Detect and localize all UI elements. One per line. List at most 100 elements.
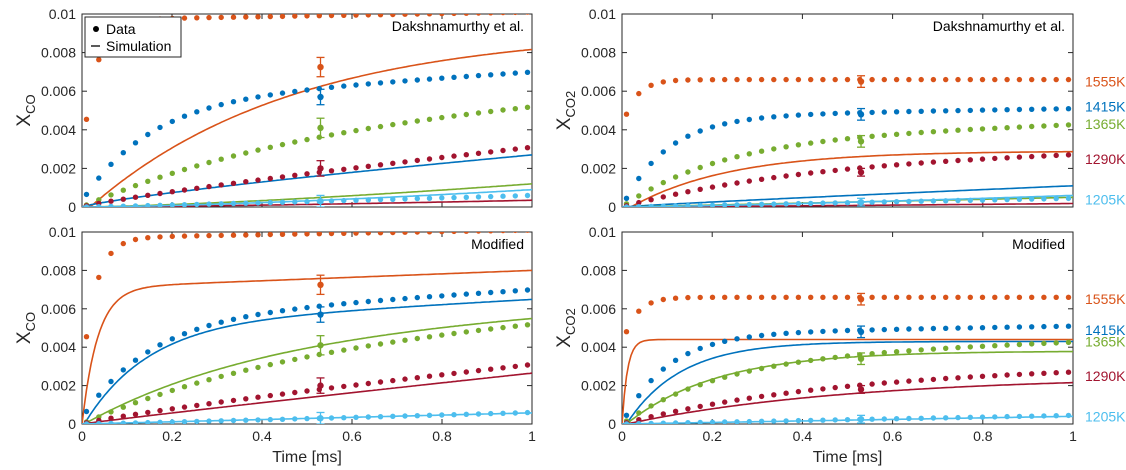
- data-point-1290K: [1053, 370, 1059, 376]
- data-point-1555K: [746, 76, 752, 83]
- data-point-1415K: [979, 107, 986, 113]
- data-point-1365K: [218, 156, 224, 162]
- data-point-1290K: [672, 408, 679, 414]
- data-point-1555K: [475, 14, 482, 16]
- data-point-1365K: [365, 343, 371, 349]
- data-point-1365K: [169, 170, 175, 176]
- errorbar-point-1415K: [317, 311, 324, 318]
- data-point-1555K: [279, 14, 286, 20]
- data-point-1205K: [426, 412, 433, 418]
- data-point-1205K: [96, 421, 102, 424]
- data-point-1555K: [267, 232, 273, 238]
- data-point-1365K: [439, 332, 445, 338]
- temperature-label-1205K: 1205K: [1085, 191, 1126, 207]
- data-point-1365K: [439, 114, 445, 121]
- data-point-1205K: [230, 200, 237, 207]
- data-point-1290K: [402, 159, 408, 165]
- data-point-1290K: [685, 189, 691, 195]
- data-point-1555K: [1004, 294, 1010, 300]
- data-point-1555K: [206, 232, 212, 239]
- data-point-1365K: [1065, 122, 1072, 128]
- data-point-1290K: [377, 162, 384, 168]
- data-point-1205K: [672, 203, 679, 207]
- data-point-1290K: [722, 182, 728, 188]
- data-point-1205K: [267, 199, 273, 206]
- data-point-1205K: [279, 416, 286, 422]
- data-point-1365K: [893, 131, 900, 137]
- data-point-1555K: [500, 232, 506, 234]
- data-point-1365K: [512, 323, 518, 329]
- data-point-1365K: [402, 337, 408, 343]
- data-point-1555K: [390, 14, 396, 18]
- data-point-1555K: [1029, 294, 1035, 300]
- data-point-1205K: [685, 203, 691, 207]
- y-tick-label: 0.002: [581, 378, 616, 394]
- data-point-1290K: [709, 401, 716, 407]
- data-point-1290K: [463, 369, 469, 375]
- data-point-1290K: [820, 169, 826, 175]
- data-point-1415K: [365, 81, 371, 87]
- data-point-1365K: [758, 365, 765, 372]
- data-point-1365K: [930, 346, 937, 352]
- data-point-1415K: [660, 366, 666, 372]
- data-point-1415K: [746, 116, 752, 123]
- y-axis-label-subscript: CO2: [563, 308, 578, 335]
- data-point-1365K: [451, 330, 457, 337]
- y-tick-label: 0.004: [41, 122, 76, 138]
- y-axis-label-subscript: CO2: [563, 91, 578, 118]
- data-point-1290K: [194, 402, 200, 409]
- data-point-1205K: [267, 416, 273, 423]
- data-point-1415K: [1065, 323, 1072, 329]
- data-point-1205K: [771, 418, 777, 424]
- data-point-1415K: [255, 94, 261, 100]
- data-point-1415K: [390, 296, 396, 303]
- data-point-1290K: [304, 388, 310, 394]
- data-point-1365K: [967, 344, 973, 350]
- data-point-1555K: [181, 233, 188, 239]
- data-point-1290K: [292, 172, 298, 178]
- data-point-1555K: [758, 294, 765, 300]
- data-point-1555K: [979, 294, 986, 300]
- data-point-1365K: [734, 154, 740, 160]
- data-point-1205K: [463, 411, 469, 417]
- data-point-1555K: [808, 294, 814, 300]
- data-point-1205K: [365, 414, 371, 420]
- data-point-1365K: [402, 120, 408, 126]
- data-point-1290K: [488, 149, 494, 155]
- data-point-1365K: [1065, 339, 1072, 345]
- data-point-1415K: [685, 133, 691, 139]
- data-point-1415K: [672, 140, 679, 146]
- data-point-1205K: [795, 200, 802, 207]
- data-point-1290K: [685, 406, 691, 412]
- data-point-1205K: [893, 199, 900, 205]
- data-point-1555K: [795, 294, 802, 300]
- data-point-1415K: [955, 325, 961, 331]
- data-point-1555K: [341, 232, 347, 236]
- data-point-1205K: [1065, 195, 1072, 202]
- data-point-1415K: [328, 84, 335, 91]
- data-point-1205K: [734, 202, 740, 207]
- data-point-1555K: [1065, 76, 1072, 83]
- data-point-1365K: [206, 377, 212, 383]
- data-point-1205K: [906, 415, 912, 422]
- data-point-1365K: [697, 382, 703, 388]
- data-point-1365K: [783, 361, 789, 367]
- data-point-1290K: [943, 158, 949, 164]
- data-point-1365K: [1053, 340, 1059, 346]
- data-point-1365K: [512, 106, 518, 112]
- data-point-1415K: [463, 73, 469, 80]
- errorbar-point-1365K: [317, 342, 324, 349]
- errorbar-point-1415K: [317, 93, 324, 101]
- data-point-1290K: [132, 194, 139, 200]
- data-point-1555K: [230, 14, 237, 20]
- data-point-1555K: [672, 77, 679, 84]
- panel-co-mod: 0 0.002 0.004 0.006 0.008 0.01 0 0.2 0.4 0.6 0.8 1 T…: [14, 224, 536, 466]
- errorbar-point-1205K: [317, 198, 324, 205]
- data-point-1290K: [145, 192, 151, 198]
- errorbar-point-1205K: [857, 198, 865, 206]
- data-point-1415K: [820, 328, 826, 335]
- data-point-1415K: [783, 113, 789, 119]
- data-point-1555K: [255, 232, 261, 238]
- data-point-1290K: [808, 170, 814, 176]
- y-tick-label: 0.002: [41, 378, 76, 394]
